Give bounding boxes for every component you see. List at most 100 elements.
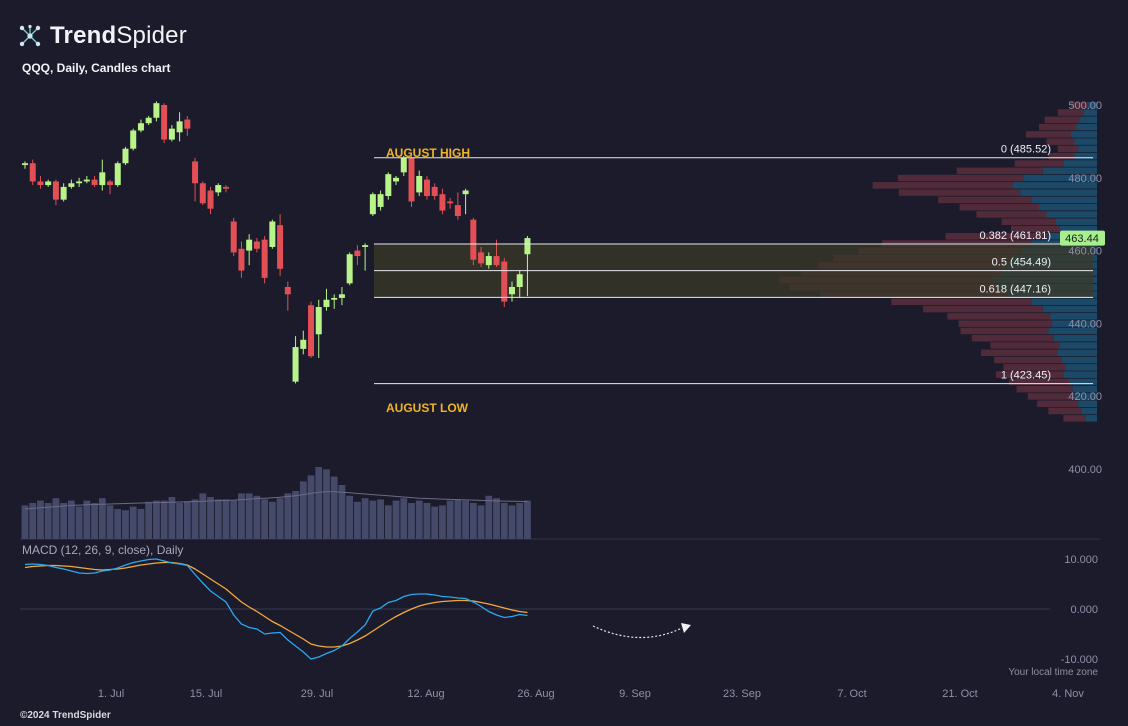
candle[interactable] (76, 177, 83, 187)
candle[interactable] (199, 181, 206, 206)
volume-profile-sell-bar (1070, 102, 1088, 109)
candle[interactable] (277, 214, 284, 277)
candle[interactable] (385, 172, 392, 200)
candle[interactable] (300, 330, 307, 355)
candle[interactable] (60, 183, 67, 202)
candle[interactable] (400, 155, 407, 176)
candle[interactable] (168, 125, 175, 142)
candle[interactable] (362, 243, 369, 271)
candle[interactable] (408, 155, 415, 207)
fib-lines[interactable]: 0 (485.52) 0.382 (461.81) 0.5 (454.49) 0.61… (374, 144, 1093, 385)
candle[interactable] (29, 159, 36, 186)
candle[interactable] (45, 179, 52, 187)
volume-bar (60, 503, 68, 539)
candle[interactable] (284, 281, 291, 311)
volume-bar (369, 500, 377, 539)
candle[interactable] (246, 234, 253, 266)
candle-body (145, 117, 152, 124)
candle[interactable] (192, 157, 199, 202)
candle[interactable] (447, 197, 454, 209)
candle[interactable] (485, 252, 492, 269)
candle[interactable] (416, 170, 423, 196)
candle[interactable] (393, 175, 400, 186)
candle[interactable] (230, 217, 237, 257)
candle[interactable] (323, 288, 330, 311)
candle[interactable] (315, 299, 322, 358)
candle[interactable] (122, 146, 129, 166)
candle[interactable] (222, 185, 229, 193)
candle[interactable] (470, 217, 477, 266)
candle[interactable] (354, 245, 361, 266)
volume-bar (29, 503, 37, 539)
candle-body (346, 254, 353, 284)
macd-axis-tick: 0.000 (1070, 604, 1098, 616)
candle[interactable] (462, 188, 469, 215)
volume-profile-buy-bar (1053, 334, 1097, 342)
candle[interactable] (68, 179, 75, 189)
candle[interactable] (253, 237, 260, 253)
candle-body (261, 239, 268, 278)
timezone-note[interactable]: Your local time zone (1008, 667, 1098, 678)
candle[interactable] (369, 192, 376, 217)
volume-profile-sell-bar (938, 196, 1032, 204)
candle[interactable] (153, 101, 160, 122)
candle[interactable] (37, 175, 44, 189)
candle[interactable] (377, 190, 384, 211)
candle[interactable] (184, 115, 191, 136)
candle[interactable] (331, 294, 338, 309)
fib-zones (374, 244, 1093, 298)
candle[interactable] (261, 236, 268, 284)
candle[interactable] (338, 287, 345, 306)
candle-body (408, 157, 415, 202)
time-axis-tick: 1. Jul (98, 688, 124, 700)
candles[interactable] (22, 101, 531, 384)
candle[interactable] (52, 179, 59, 206)
candle-body (68, 183, 75, 187)
price-axis-tick: 460.00 (1068, 246, 1102, 258)
candle[interactable] (508, 281, 515, 302)
candle[interactable] (83, 175, 90, 184)
candle[interactable] (238, 241, 245, 278)
candle[interactable] (524, 236, 531, 297)
candle-body (423, 179, 430, 196)
candle[interactable] (308, 301, 315, 358)
macd-indicator-label[interactable]: MACD (12, 26, 9, close), Daily (22, 543, 184, 557)
volume-bar (361, 498, 369, 539)
candle[interactable] (439, 188, 446, 215)
candle[interactable] (161, 103, 168, 144)
candle[interactable] (478, 246, 485, 267)
candle[interactable] (501, 257, 508, 308)
candle[interactable] (145, 115, 152, 126)
volume-profile-sell-bar (1037, 400, 1079, 407)
volume-profile-sell-bar (1044, 116, 1081, 124)
candle[interactable] (207, 186, 214, 215)
candle[interactable] (137, 119, 144, 133)
candle[interactable] (91, 175, 98, 187)
volume-profile-sell-bar (1009, 378, 1069, 386)
last-price-value: 463.44 (1065, 233, 1099, 245)
volume-bar (91, 503, 98, 539)
candle[interactable] (22, 161, 28, 169)
candle-body (122, 148, 129, 164)
candle[interactable] (516, 270, 523, 298)
candle[interactable] (99, 159, 106, 191)
candle[interactable] (431, 183, 438, 200)
candle[interactable] (423, 175, 430, 200)
candle[interactable] (454, 192, 461, 220)
candle[interactable] (215, 183, 222, 196)
candle[interactable] (107, 179, 114, 195)
candle[interactable] (269, 219, 276, 249)
candle-body (470, 219, 477, 260)
candle[interactable] (176, 112, 183, 142)
candle[interactable] (114, 161, 121, 187)
volume-bar (21, 505, 29, 539)
candle[interactable] (292, 336, 299, 384)
candle[interactable] (130, 128, 137, 151)
volume-bar (37, 500, 44, 539)
candle[interactable] (346, 252, 353, 286)
volume-profile-buy-bar (1078, 400, 1097, 407)
volume-profile-buy-bar (1031, 298, 1097, 306)
candle-body (369, 194, 376, 215)
volume-profile-buy-bar (1065, 364, 1097, 371)
